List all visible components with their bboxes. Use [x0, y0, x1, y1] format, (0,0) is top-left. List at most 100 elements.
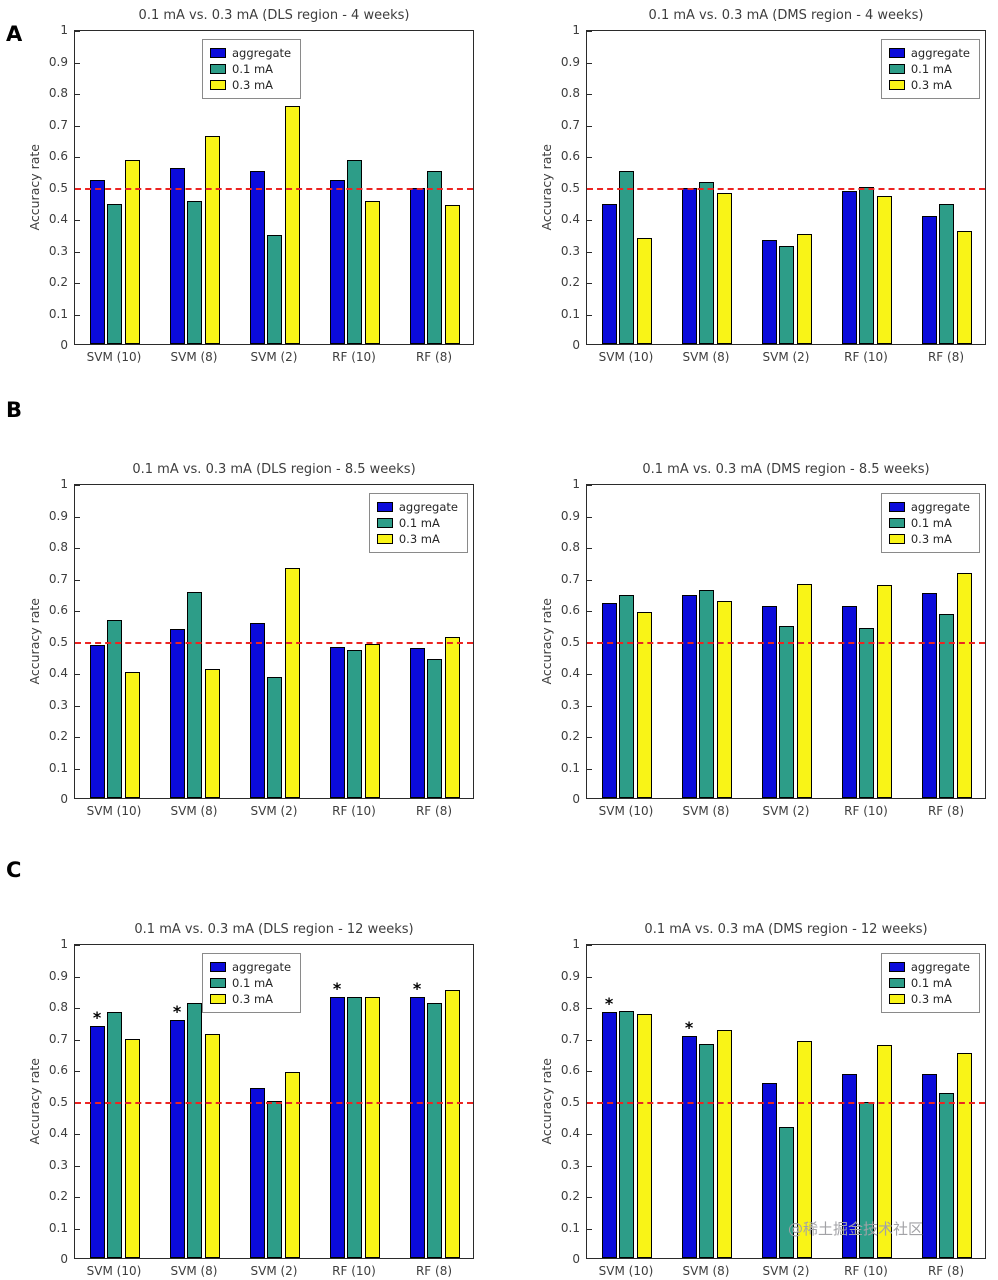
- y-tick-label: 0.1: [48, 760, 68, 775]
- y-tick-mark: [587, 220, 592, 221]
- y-tick-label: 0.3: [560, 1157, 580, 1172]
- row-8-5-weeks: 0.1 mA vs. 0.3 mA (DLS region - 8.5 week…: [0, 462, 998, 818]
- y-tick-label: 0.5: [48, 180, 68, 195]
- y-axis-ticks: 0 0.1 0.2 0.3 0.4 0.5 0.6 0.7 0.8 0.9 1: [554, 477, 586, 806]
- y-tick-mark: [75, 1008, 80, 1009]
- y-tick-label: 0.6: [560, 603, 580, 617]
- chart-dms-12-weeks: 0.1 mA vs. 0.3 mA (DMS region - 12 weeks…: [538, 922, 986, 1278]
- bar-0-3-ma: [796, 1040, 812, 1258]
- bar-0-3-ma: [716, 192, 732, 344]
- y-tick-mark: [587, 31, 592, 32]
- y-tick-mark: [75, 548, 80, 549]
- y-tick-label: 0.9: [48, 54, 68, 69]
- y-tick-mark: [75, 976, 80, 978]
- bar-aggregate: [761, 240, 777, 344]
- bar-0-1-ma: [107, 620, 122, 798]
- y-tick-mark: [75, 125, 80, 127]
- legend-label: 0.1 mA: [398, 516, 440, 530]
- legend-item: 0.3 mA: [210, 992, 291, 1006]
- y-axis-label-text: Accuracy rate: [538, 144, 554, 231]
- chart-title: 0.1 mA vs. 0.3 mA (DLS region - 4 weeks): [138, 8, 410, 23]
- y-tick-label: 0.4: [560, 212, 580, 226]
- bar-aggregate: [409, 648, 425, 798]
- bar-0-1-ma: [779, 626, 794, 798]
- x-tick-label: SVM (10): [598, 350, 654, 364]
- bar-0-3-ma: [364, 643, 380, 798]
- bar-0-3-ma: [364, 996, 380, 1258]
- y-tick-label: 0.2: [560, 1189, 580, 1203]
- legend-swatch: [210, 48, 226, 58]
- y-tick-label: 0.9: [560, 968, 580, 983]
- legend-label: aggregate: [232, 46, 292, 60]
- y-tick-mark: [75, 344, 80, 345]
- legend-label: 0.1 mA: [910, 62, 952, 76]
- bar-0-1-ma: [699, 590, 714, 798]
- bar-aggregate: [409, 996, 425, 1258]
- y-tick-label: 0.6: [48, 149, 68, 163]
- chance-level-line: [75, 1101, 473, 1104]
- y-axis-label: Accuracy rate: [26, 30, 42, 345]
- bar-aggregate: [329, 996, 345, 1258]
- y-tick-mark: [75, 485, 80, 486]
- legend-label: 0.1 mA: [910, 516, 952, 530]
- legend-swatch: [210, 962, 226, 972]
- y-tick-mark: [587, 94, 592, 95]
- y-tick-mark: [587, 344, 592, 345]
- y-tick-label: 0.5: [560, 180, 580, 195]
- legend-swatch: [210, 80, 226, 90]
- x-tick-label: SVM (8): [682, 350, 730, 364]
- bar-aggregate: [89, 1026, 105, 1258]
- y-tick-label: 1: [572, 477, 580, 491]
- y-axis-ticks: 0 0.1 0.2 0.3 0.4 0.5 0.6 0.7 0.8 0.9 1: [554, 23, 586, 352]
- bar-0-3-ma: [636, 612, 652, 798]
- legend-swatch: [888, 80, 905, 90]
- x-tick-label: SVM (8): [682, 804, 730, 818]
- legend-swatch: [376, 518, 393, 528]
- bar-0-1-ma: [347, 649, 362, 798]
- plot-area: * * * * aggregate 0.1 mA 0.3 mA: [74, 944, 474, 1259]
- legend-item: aggregate: [376, 500, 458, 514]
- x-tick-label: RF (8): [927, 350, 965, 364]
- bar-0-1-ma: [859, 186, 874, 344]
- legend-item: 0.3 mA: [210, 78, 291, 92]
- y-tick-mark: [587, 283, 592, 284]
- x-tick-label: SVM (8): [170, 350, 218, 364]
- legend-label: 0.1 mA: [232, 62, 274, 76]
- bar-aggregate: [921, 216, 937, 344]
- y-tick-mark: [75, 737, 80, 738]
- legend-item: 0.1 mA: [888, 516, 970, 530]
- x-tick-label: SVM (2): [762, 1264, 810, 1278]
- chance-level-line: [75, 641, 473, 644]
- chance-level-line: [587, 1101, 985, 1104]
- legend-item: 0.3 mA: [888, 78, 970, 92]
- bar-0-3-ma: [124, 672, 140, 798]
- panel-label-b: B: [6, 398, 23, 422]
- bar-0-3-ma: [124, 159, 140, 344]
- legend-label: 0.1 mA: [910, 976, 952, 990]
- y-tick-label: 0.2: [48, 729, 68, 743]
- x-tick-label: RF (10): [332, 1264, 376, 1278]
- bar-aggregate: [169, 167, 185, 344]
- bar-0-3-ma: [796, 583, 812, 798]
- legend-swatch: [888, 534, 905, 544]
- y-tick-mark: [587, 516, 592, 518]
- x-axis-ticks: SVM (10) SVM (8) SVM (2) RF (10) RF (8): [74, 345, 474, 364]
- y-tick-label: 0.4: [560, 666, 580, 680]
- y-tick-label: 0.3: [560, 697, 580, 712]
- x-tick-label: SVM (10): [86, 350, 142, 364]
- panel-label-a: A: [6, 22, 23, 46]
- y-tick-label: 0: [60, 338, 68, 352]
- y-tick-label: 0.1: [48, 306, 68, 321]
- bar-aggregate: [249, 170, 265, 344]
- x-tick-label: SVM (8): [170, 804, 218, 818]
- y-tick-mark: [75, 220, 80, 221]
- legend-item: 0.1 mA: [210, 62, 291, 76]
- bar-aggregate: [601, 203, 617, 344]
- bar-aggregate: [169, 629, 185, 798]
- y-axis-ticks: 0 0.1 0.2 0.3 0.4 0.5 0.6 0.7 0.8 0.9 1: [42, 477, 74, 806]
- y-tick-mark: [75, 157, 80, 158]
- y-tick-mark: [587, 1197, 592, 1198]
- y-tick-label: 0.2: [48, 275, 68, 289]
- bar-0-1-ma: [619, 170, 634, 344]
